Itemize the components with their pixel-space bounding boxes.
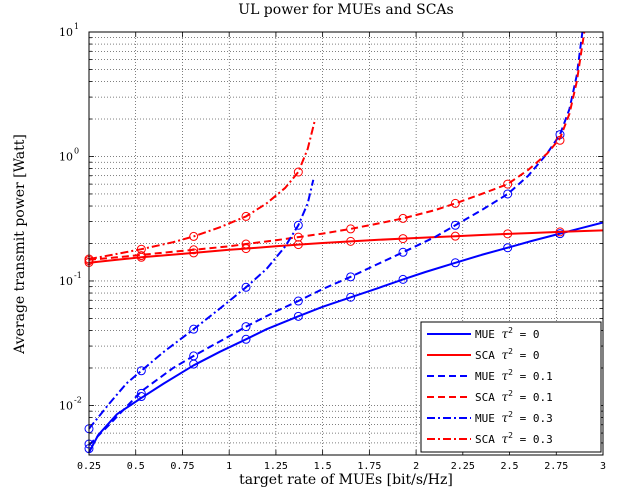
series-marker-4 [189, 324, 199, 334]
series-line-1 [88, 229, 604, 264]
series-marker-1 [398, 234, 408, 244]
series-marker-2 [136, 388, 146, 398]
y-axis-label: Average transmit power [Watt] [12, 134, 28, 355]
legend-label-3: SCA τ2 = 0.1 [475, 389, 553, 404]
series-marker-3 [189, 245, 199, 255]
x-tick-label: 2.5 [501, 461, 519, 472]
x-tick-label: 2.75 [544, 461, 568, 472]
series-group [84, 31, 604, 454]
y-tick-label: 10 [59, 275, 73, 288]
y-tick-exponent: -1 [74, 271, 82, 280]
series-line-5 [88, 118, 317, 261]
y-tick-exponent: -2 [74, 395, 82, 404]
x-tick-label: 1.25 [264, 461, 288, 472]
chart-title: UL power for MUEs and SCAs [238, 2, 453, 18]
legend: MUE τ2 = 0 SCA τ2 = 0 MUE τ2 = 0.1 SCA τ2 =… [420, 321, 602, 453]
series-marker-2 [293, 296, 303, 306]
y-tick-exponent: 1 [74, 22, 79, 31]
axes: 0.25 0.5 0.75 1 1.25 1.5 1.75 2 2.25 2.5 2.75 310 -2… [59, 22, 606, 472]
series-marker-3 [136, 251, 146, 261]
series-line-4 [88, 179, 315, 430]
series-marker-0 [503, 243, 513, 253]
series-marker-2 [398, 247, 408, 257]
series-marker-2 [450, 220, 460, 230]
series-marker-0 [450, 258, 460, 268]
series-marker-2 [241, 322, 251, 332]
x-tick-label: 2.25 [451, 461, 475, 472]
series-marker-0 [241, 334, 251, 344]
series-marker-2 [189, 351, 199, 361]
legend-label-1: SCA τ2 = 0 [475, 347, 539, 362]
series-line-0 [88, 221, 604, 453]
series-marker-4 [136, 366, 146, 376]
series-marker-3 [241, 239, 251, 249]
series-marker-2 [346, 272, 356, 282]
legend-label-2: MUE τ2 = 0.1 [475, 368, 553, 383]
series-marker-3 [555, 135, 565, 145]
x-tick-label: 2 [413, 461, 419, 472]
series-marker-3 [398, 213, 408, 223]
series-marker-0 [346, 292, 356, 302]
y-tick-label: 10 [59, 26, 73, 39]
series-marker-1 [346, 236, 356, 246]
legend-label-4: MUE τ2 = 0.3 [475, 410, 553, 425]
legend-label-0: MUE τ2 = 0 [475, 326, 539, 341]
y-tick-exponent: 0 [74, 146, 79, 155]
y-tick-label: 10 [59, 399, 73, 412]
legend-label-5: SCA τ2 = 0.3 [475, 431, 553, 446]
series-marker-4 [293, 220, 303, 230]
x-axis-label: target rate of MUEs [bit/s/Hz] [239, 472, 453, 488]
series-marker-0 [293, 311, 303, 321]
x-tick-label: 0.25 [77, 461, 101, 472]
series-marker-4 [241, 282, 251, 292]
x-tick-label: 0.75 [170, 461, 194, 472]
series-marker-5 [293, 167, 303, 177]
series-marker-0 [398, 274, 408, 284]
x-tick-label: 1.75 [357, 461, 381, 472]
x-tick-label: 3 [600, 461, 606, 472]
series-marker-3 [503, 179, 513, 189]
y-tick-label: 10 [59, 150, 73, 163]
series-marker-2 [503, 189, 513, 199]
series-marker-5 [241, 211, 251, 221]
series-marker-3 [293, 232, 303, 242]
series-marker-3 [450, 198, 460, 208]
x-tick-label: 1 [226, 461, 232, 472]
series-marker-5 [136, 244, 146, 254]
series-line-3 [88, 31, 586, 261]
series-marker-5 [189, 231, 199, 241]
series-marker-1 [450, 231, 460, 241]
series-marker-1 [293, 240, 303, 250]
series-marker-1 [503, 229, 513, 239]
series-marker-1 [555, 227, 565, 237]
legend-box [420, 321, 602, 453]
x-tick-label: 1.5 [314, 461, 332, 472]
series-marker-3 [346, 224, 356, 234]
x-tick-label: 0.5 [127, 461, 145, 472]
